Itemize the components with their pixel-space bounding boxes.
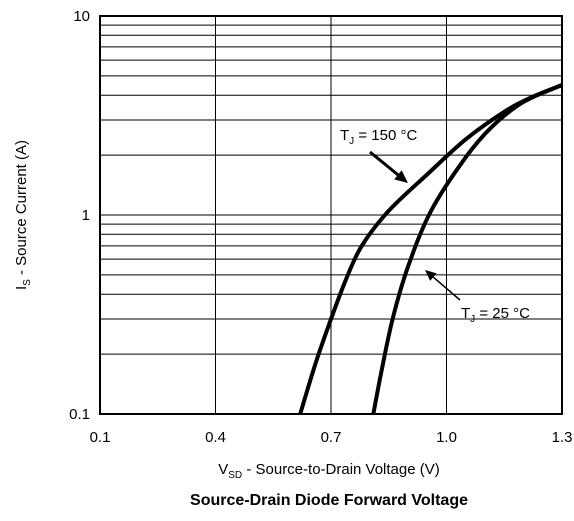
y-tick-label: 0.1 xyxy=(69,406,90,423)
series-arrow-25 xyxy=(432,276,461,301)
series-arrowhead-25 xyxy=(425,270,437,281)
y-tick-label: 10 xyxy=(73,8,90,25)
x-tick-label: 1.3 xyxy=(552,429,573,446)
x-tick-label: 0.7 xyxy=(321,429,342,446)
y-tick-label: 1 xyxy=(82,207,90,224)
curves xyxy=(298,83,563,415)
x-tick-label: 0.1 xyxy=(90,429,111,446)
x-tick-label: 0.4 xyxy=(205,429,226,446)
plot-frame xyxy=(99,15,563,415)
x-tick-labels: 0.1 0.4 0.7 1.0 1.3 xyxy=(90,429,573,446)
grid xyxy=(99,16,563,415)
series-arrowhead-150 xyxy=(394,170,408,183)
series-label-25: TJ = 25 °C xyxy=(425,270,530,325)
y-axis-label: IS - Source Current (A) xyxy=(13,140,33,290)
series-name-150: TJ = 150 °C xyxy=(340,127,417,147)
series-line-1 xyxy=(371,83,563,415)
x-axis-label: VSD - Source-to-Drain Voltage (V) xyxy=(218,461,440,481)
y-tick-labels: 0.1 1 10 xyxy=(69,8,90,423)
x-tick-label: 1.0 xyxy=(436,429,457,446)
chart-title: Source-Drain Diode Forward Voltage xyxy=(190,492,468,509)
series-arrow-150 xyxy=(369,150,399,176)
series-name-25: TJ = 25 °C xyxy=(461,305,530,325)
series-label-150: TJ = 150 °C xyxy=(340,127,417,183)
